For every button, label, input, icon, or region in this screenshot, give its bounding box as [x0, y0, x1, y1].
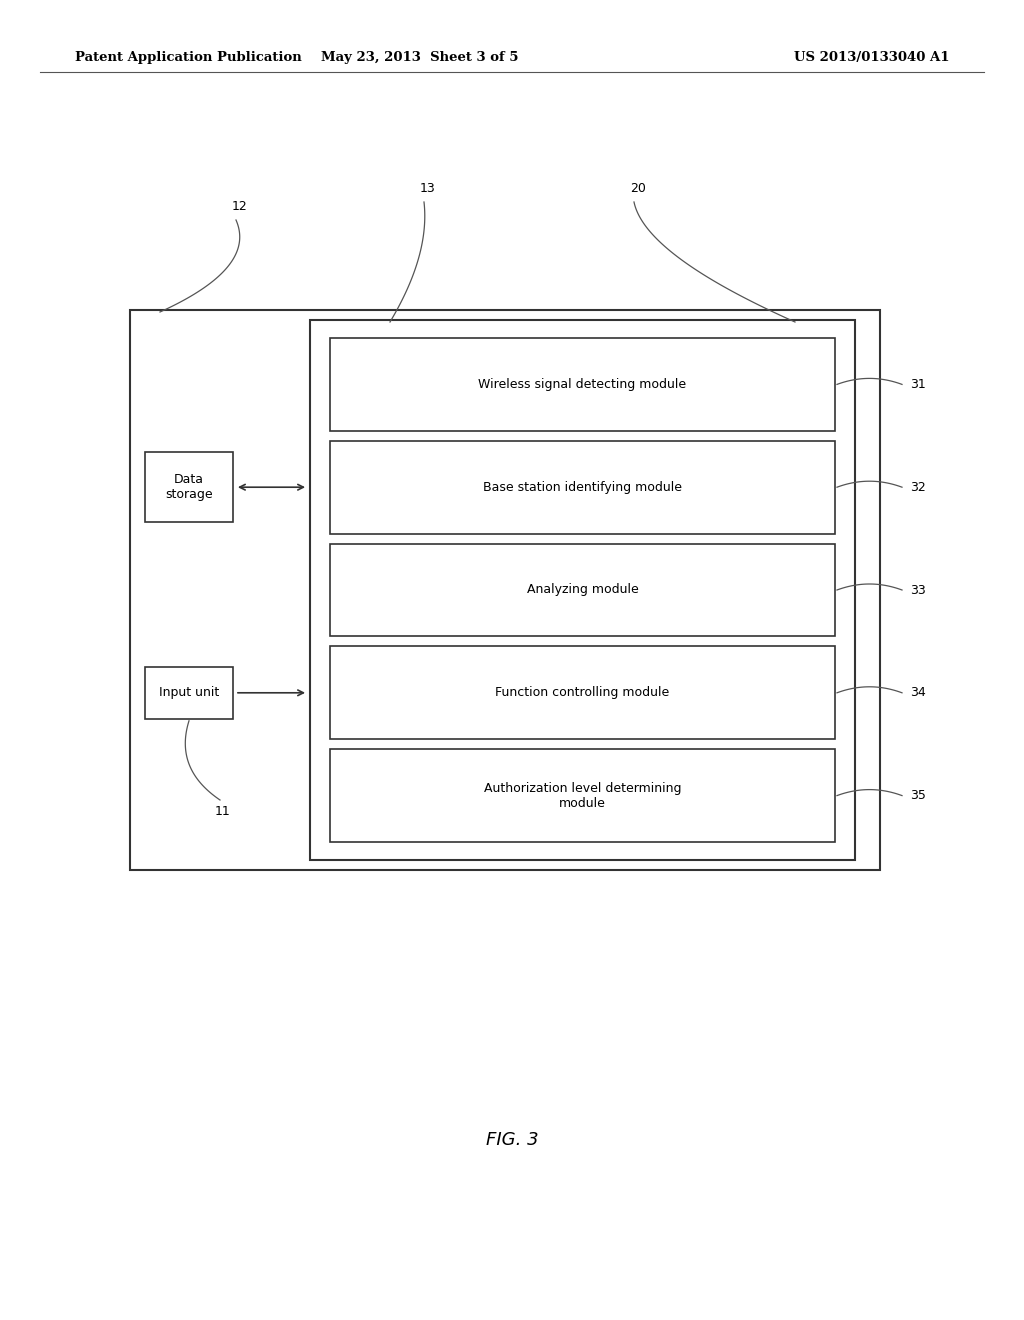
- Text: Patent Application Publication: Patent Application Publication: [75, 51, 302, 65]
- Text: US 2013/0133040 A1: US 2013/0133040 A1: [795, 51, 950, 65]
- Text: 11: 11: [215, 805, 230, 818]
- Text: FIG. 3: FIG. 3: [485, 1131, 539, 1148]
- Text: Input unit: Input unit: [159, 686, 219, 700]
- Text: 13: 13: [420, 182, 436, 195]
- Text: 12: 12: [232, 201, 248, 213]
- Text: 35: 35: [910, 789, 926, 803]
- Bar: [145, 667, 233, 719]
- Text: May 23, 2013  Sheet 3 of 5: May 23, 2013 Sheet 3 of 5: [322, 51, 519, 65]
- Bar: [330, 647, 835, 739]
- Text: Authorization level determining
module: Authorization level determining module: [483, 781, 681, 809]
- Bar: [330, 338, 835, 430]
- Text: Analyzing module: Analyzing module: [526, 583, 638, 597]
- Text: Function controlling module: Function controlling module: [496, 686, 670, 700]
- Text: 34: 34: [910, 686, 926, 700]
- Text: 20: 20: [630, 182, 646, 195]
- Text: 31: 31: [910, 378, 926, 391]
- Bar: [145, 453, 233, 523]
- Bar: [310, 319, 855, 861]
- Text: Data
storage: Data storage: [165, 473, 213, 502]
- Text: 33: 33: [910, 583, 926, 597]
- Text: Wireless signal detecting module: Wireless signal detecting module: [478, 378, 686, 391]
- Bar: [130, 310, 880, 870]
- Text: 32: 32: [910, 480, 926, 494]
- Text: Base station identifying module: Base station identifying module: [483, 480, 682, 494]
- Bar: [330, 544, 835, 636]
- Bar: [330, 750, 835, 842]
- Bar: [330, 441, 835, 533]
